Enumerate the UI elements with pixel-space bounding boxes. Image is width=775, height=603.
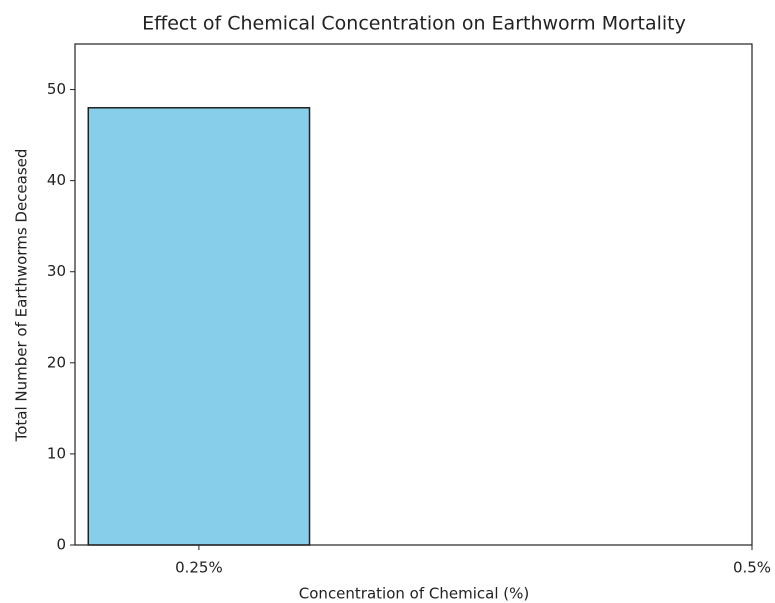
y-tick-label: 0 xyxy=(56,536,66,554)
y-tick-label: 40 xyxy=(47,171,66,189)
x-tick-label: 0.5% xyxy=(733,559,771,577)
y-axis-label: Total Number of Earthworms Deceased xyxy=(13,149,31,443)
x-tick-label: 0.25% xyxy=(175,559,223,577)
y-tick-label: 50 xyxy=(47,80,66,98)
bar xyxy=(87,107,311,546)
chart-title: Effect of Chemical Concentration on Eart… xyxy=(142,13,686,35)
y-tick-label: 10 xyxy=(47,444,66,462)
x-axis-label: Concentration of Chemical (%) xyxy=(299,585,529,603)
plot-frame xyxy=(74,43,753,546)
y-tick-label: 20 xyxy=(47,353,66,371)
y-tick-label: 30 xyxy=(47,262,66,280)
